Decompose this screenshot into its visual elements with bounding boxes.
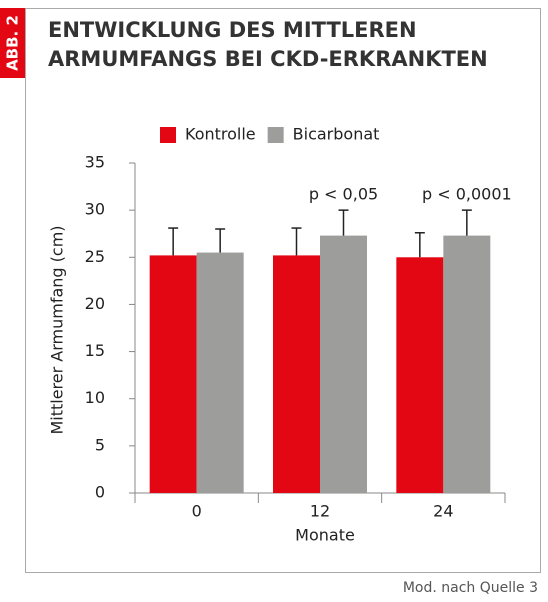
y-tick-label: 0: [95, 483, 105, 502]
frame: [25, 8, 541, 573]
y-tick-label: 5: [95, 435, 105, 454]
annotation: p < 0,05: [309, 185, 378, 204]
y-tick-label: 10: [85, 388, 105, 407]
y-tick-label: 25: [85, 247, 105, 266]
bar: [149, 255, 197, 493]
figure-label: ABB. 2: [4, 15, 22, 71]
chart-title: ARMUMFANGS BEI CKD-ERKRANKTEN: [48, 47, 488, 71]
y-tick-label: 15: [85, 341, 105, 360]
legend-swatch: [160, 127, 176, 143]
y-tick-label: 35: [85, 153, 105, 172]
annotation: p < 0,0001: [422, 185, 512, 204]
x-axis-label: Monate: [295, 526, 355, 545]
x-tick-label: 12: [310, 502, 330, 521]
bar: [443, 235, 491, 493]
legend-label: Bicarbonat: [293, 125, 380, 144]
figure-tab: [0, 8, 25, 78]
legend-swatch: [267, 127, 284, 143]
bar: [273, 255, 320, 493]
source-note: Mod. nach Quelle 3: [403, 580, 538, 596]
x-tick-label: 24: [433, 502, 453, 521]
y-tick-label: 20: [85, 294, 105, 313]
legend-label: Kontrolle: [185, 125, 256, 144]
y-tick-label: 30: [85, 200, 105, 219]
x-tick-label: 0: [192, 502, 202, 521]
bar: [396, 257, 444, 493]
y-axis-label: Mittlerer Armumfang (cm): [48, 225, 67, 434]
bar: [196, 252, 244, 493]
chart-title: ENTWICKLUNG DES MITTLEREN: [48, 18, 417, 42]
bar: [320, 235, 367, 493]
